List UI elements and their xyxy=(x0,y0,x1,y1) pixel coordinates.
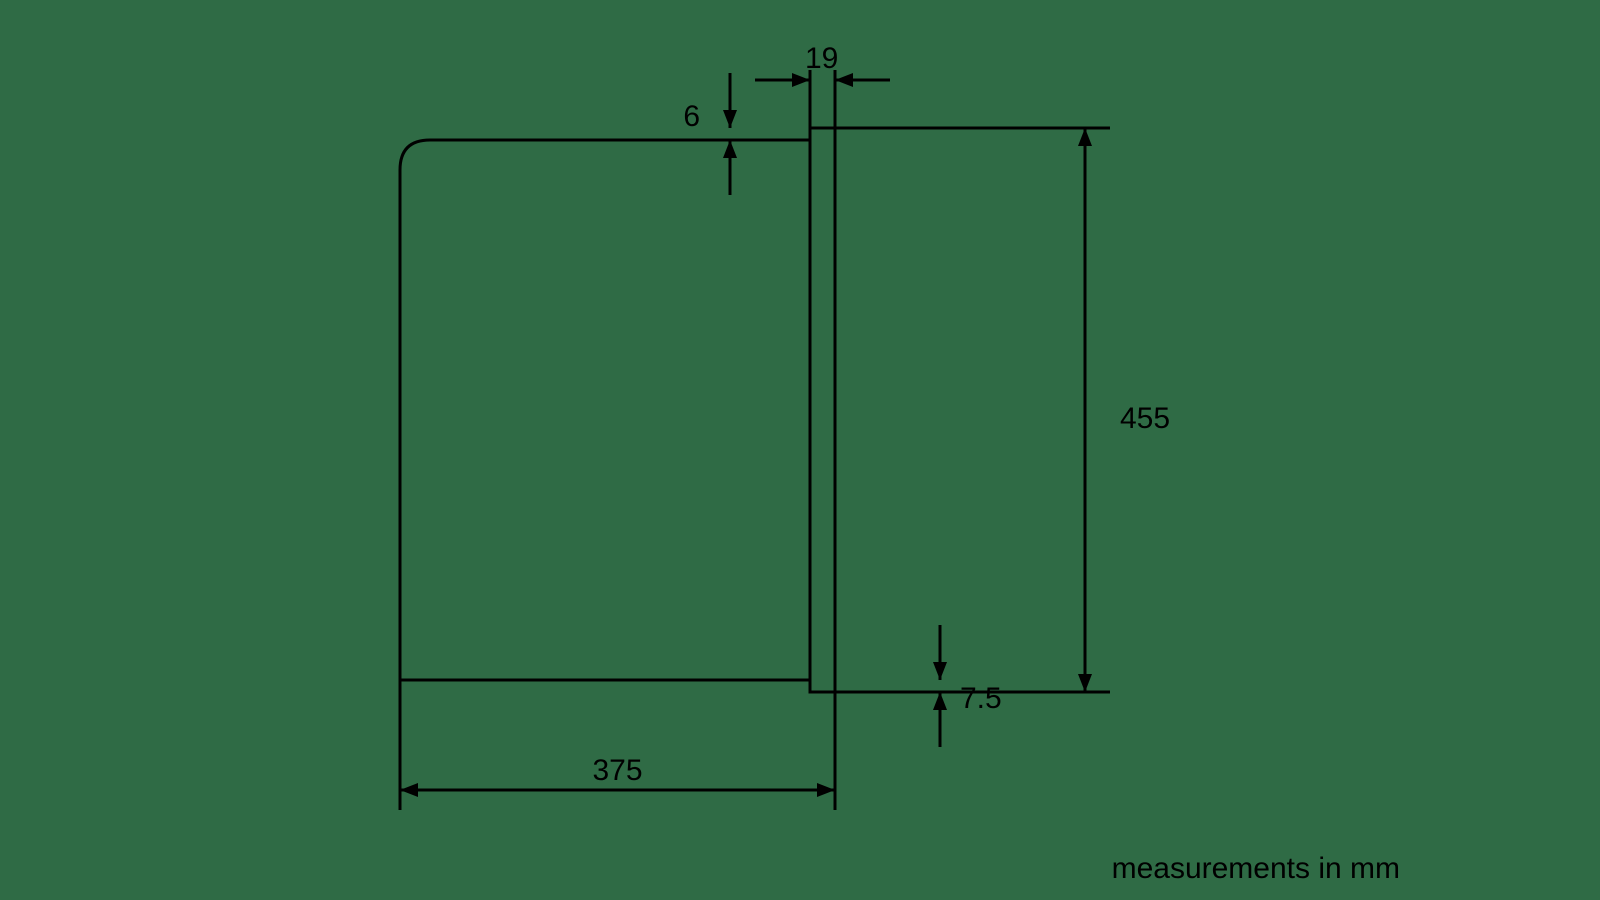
appliance-body-outline xyxy=(400,140,810,680)
dim-top-offset-label: 6 xyxy=(683,100,700,133)
technical-drawing: 375 455 6 7.5 19 measurements in mm xyxy=(0,0,1600,900)
dim-handle-width-label: 19 xyxy=(805,42,838,75)
dim-bottom-offset-label: 7.5 xyxy=(960,682,1002,715)
dim-width-label: 375 xyxy=(592,754,642,787)
door-handle-outline xyxy=(810,128,835,692)
dim-height-label: 455 xyxy=(1120,402,1170,435)
units-note: measurements in mm xyxy=(1112,852,1400,885)
